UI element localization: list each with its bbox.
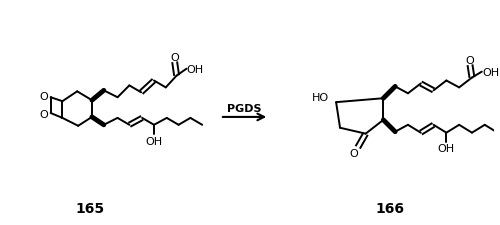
Text: OH: OH — [146, 136, 162, 146]
Text: O: O — [40, 110, 48, 119]
Text: PGDS: PGDS — [228, 104, 262, 114]
Text: OH: OH — [482, 67, 499, 77]
Text: O: O — [350, 149, 358, 159]
Text: OH: OH — [187, 64, 204, 74]
Text: O: O — [40, 92, 48, 102]
Text: HO: HO — [312, 93, 329, 103]
Text: O: O — [466, 56, 474, 65]
Text: 165: 165 — [76, 202, 104, 216]
Text: OH: OH — [438, 144, 455, 154]
Text: 166: 166 — [376, 202, 404, 216]
Text: O: O — [170, 53, 179, 63]
